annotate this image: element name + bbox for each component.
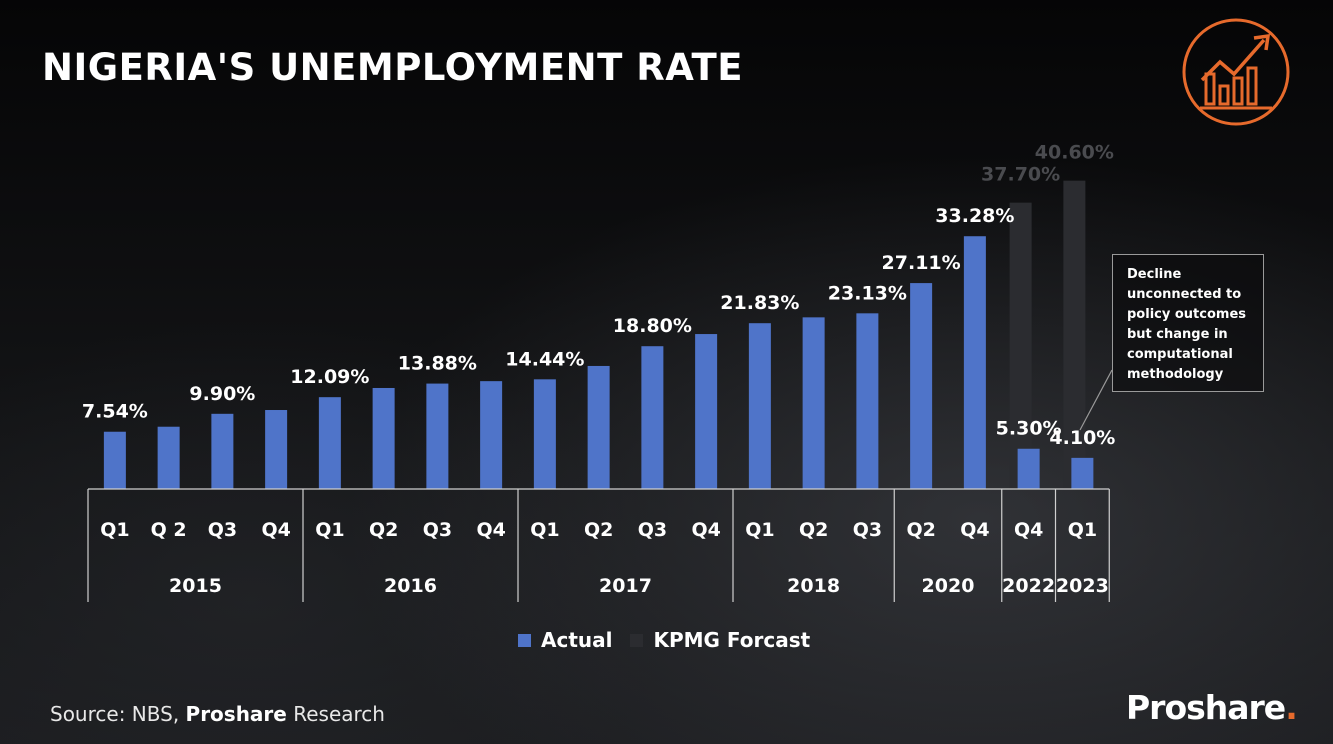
actual-bar [963, 236, 986, 489]
actual-bar-label: 4.10% [1049, 427, 1115, 449]
forecast-bar [1063, 180, 1086, 489]
actual-bar [103, 431, 126, 489]
legend-swatch-actual [518, 633, 531, 647]
legend-label-forecast: KPMG Forcast [653, 628, 811, 652]
chart-title: NIGERIA'S UNEMPLOYMENT RATE [42, 46, 743, 89]
forecast-bar [1009, 202, 1032, 489]
forecast-bar-label: 40.60% [1035, 142, 1114, 164]
legend-label-actual: Actual [541, 628, 613, 652]
quarter-tick-label: Q1 [530, 519, 559, 541]
year-label: 2015 [169, 575, 222, 597]
brand-dot: . [1285, 688, 1298, 727]
growth-chart-icon [1182, 18, 1290, 126]
quarter-tick-label: Q 2 [151, 519, 187, 541]
legend: Actual KPMG Forcast [518, 628, 810, 652]
quarter-tick-label: Q3 [423, 519, 452, 541]
actual-bar-label: 14.44% [505, 348, 584, 370]
year-label: 2017 [599, 575, 652, 597]
brand-logo: Proshare. [1126, 688, 1298, 727]
actual-bar-label: 33.28% [935, 205, 1014, 227]
quarter-tick-label: Q4 [691, 519, 720, 541]
actual-bar [265, 410, 288, 489]
year-label: 2020 [922, 575, 975, 597]
quarter-tick-label: Q2 [799, 519, 828, 541]
actual-bar [211, 413, 234, 489]
actual-bar [748, 323, 771, 489]
quarter-tick-label: Q1 [315, 519, 344, 541]
actual-bar-label: 12.09% [290, 366, 369, 388]
quarter-tick-label: Q2 [369, 519, 398, 541]
quarter-tick-label: Q3 [638, 519, 667, 541]
actual-bar [157, 426, 180, 489]
actual-bar [372, 387, 395, 489]
source-prefix: Source: NBS, [50, 702, 186, 726]
actual-bar [856, 313, 879, 489]
quarter-tick-label: Q2 [584, 519, 613, 541]
actual-bar [1071, 457, 1094, 489]
actual-bar [802, 317, 825, 489]
quarter-tick-label: Q1 [100, 519, 129, 541]
actual-bar-label: 7.54% [82, 401, 148, 423]
actual-bar [318, 397, 341, 489]
quarter-tick-label: Q1 [1068, 519, 1097, 541]
brand-name: Proshare [1126, 688, 1286, 727]
source-suffix: Research [286, 702, 385, 726]
forecast-bar-label: 37.70% [981, 164, 1060, 186]
quarter-tick-label: Q3 [208, 519, 237, 541]
legend-forecast: KPMG Forcast [630, 628, 810, 652]
annotation-pointer [1079, 369, 1113, 431]
year-label: 2022 [1002, 575, 1055, 597]
annotation-box: Decline unconnected to policy outcomes b… [1112, 254, 1264, 392]
actual-bar [426, 383, 449, 489]
quarter-tick-label: Q4 [261, 519, 290, 541]
source-note: Source: NBS, Proshare Research [50, 702, 385, 726]
quarter-tick-label: Q1 [745, 519, 774, 541]
legend-swatch-forecast [630, 633, 644, 647]
actual-bar [1017, 448, 1040, 489]
actual-bar-label: 13.88% [398, 353, 477, 375]
quarter-tick-label: Q4 [960, 519, 989, 541]
actual-bar [641, 346, 664, 489]
legend-actual: Actual [518, 628, 612, 652]
year-label: 2018 [787, 575, 840, 597]
year-label: 2016 [384, 575, 437, 597]
actual-bar [587, 365, 610, 489]
actual-bar [533, 379, 556, 489]
year-label: 2023 [1056, 575, 1109, 597]
actual-bar-label: 5.30% [996, 418, 1062, 440]
actual-bar-label: 21.83% [720, 292, 799, 314]
actual-bar-label: 18.80% [613, 315, 692, 337]
quarter-tick-label: Q4 [476, 519, 505, 541]
actual-bar-label: 23.13% [828, 282, 907, 304]
source-bold: Proshare [185, 702, 287, 726]
actual-bar [695, 334, 718, 489]
quarter-tick-label: Q2 [906, 519, 935, 541]
actual-bar-label: 27.11% [882, 252, 961, 274]
actual-bar [910, 283, 933, 489]
quarter-tick-label: Q4 [1014, 519, 1043, 541]
quarter-tick-label: Q3 [853, 519, 882, 541]
actual-bar [480, 381, 503, 489]
actual-bar-label: 9.90% [189, 383, 255, 405]
